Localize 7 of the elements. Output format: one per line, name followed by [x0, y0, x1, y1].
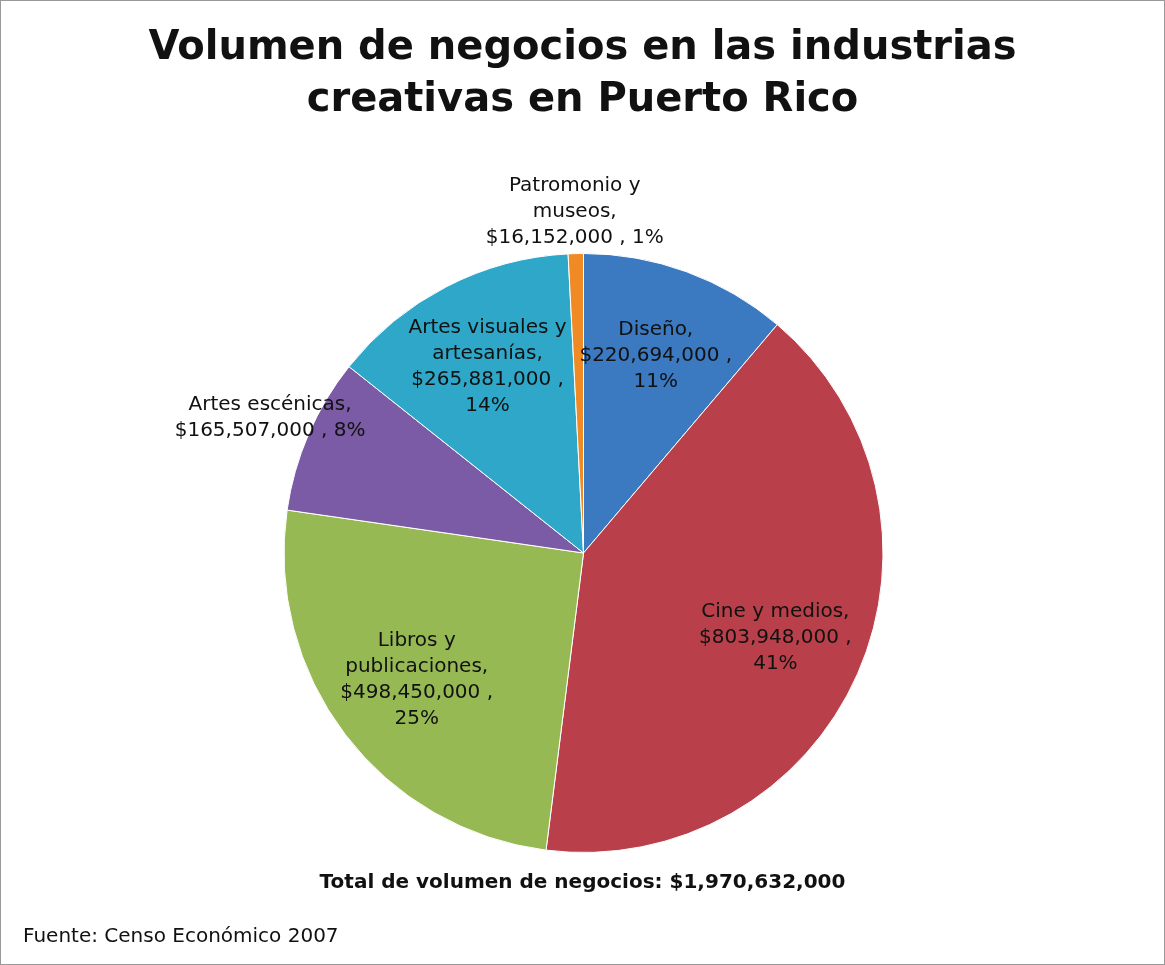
slice-label: Cine y medios, $803,948,000 , 41%	[699, 597, 852, 674]
source-note: Fuente: Censo Económico 2007	[23, 923, 339, 947]
slice-label: Artes visuales y artesanías, $265,881,000 , 14%	[408, 313, 567, 416]
slice-label: Libros y publicaciones, $498,450,000 , 25%	[340, 627, 494, 730]
slice-label: Patromonio y museos, $16,152,000 , 1%	[485, 171, 664, 248]
text: Total de volumen de negocios: $1,970,632,000	[318, 869, 847, 893]
chart-title: Volumen de negocios en las industrias creativas en Puerto Rico	[147, 21, 1018, 122]
